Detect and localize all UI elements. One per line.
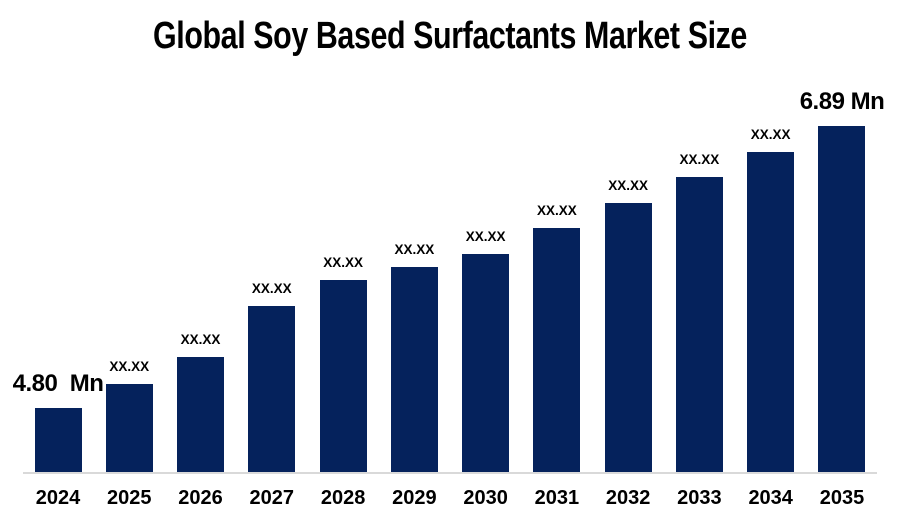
bar-2024	[34, 408, 82, 472]
x-axis-label: 2024	[35, 487, 81, 509]
bar-value-label: XX.XX	[465, 229, 506, 244]
bar-2027	[248, 306, 296, 472]
bar-2034	[747, 152, 795, 472]
bar-2025	[105, 384, 153, 472]
x-axis-label: 2031	[534, 487, 580, 509]
bar-2035	[818, 126, 866, 472]
bar-value-label: XX.XX	[180, 332, 221, 347]
x-axis-label: 2026	[178, 487, 223, 509]
x-axis-label: 2035	[819, 487, 865, 509]
bar-value-label: 6.89 Mn	[799, 88, 885, 115]
x-axis-label: 2034	[748, 487, 793, 509]
bar-2031	[533, 228, 581, 472]
bar-2026	[177, 357, 225, 472]
bar-value-label: XX.XX	[109, 359, 150, 374]
bar-value-label: XX.XX	[679, 152, 720, 167]
x-axis-label: 2033	[677, 487, 722, 509]
x-axis-label: 2027	[249, 487, 295, 509]
bar-2029	[390, 267, 438, 472]
x-axis-label: 2025	[107, 487, 152, 509]
bar-value-label: XX.XX	[536, 203, 577, 218]
bar-2032	[604, 203, 652, 472]
bar-value-label: XX.XX	[608, 178, 649, 193]
bar-value-label: 4.80 Mn	[12, 370, 104, 397]
x-axis-label: 2030	[463, 487, 508, 509]
x-axis-label: 2028	[320, 487, 366, 509]
bar-value-label: XX.XX	[394, 242, 435, 257]
bar-2033	[675, 177, 723, 472]
x-axis-label: 2032	[605, 487, 651, 509]
bar-value-label: XX.XX	[251, 281, 292, 296]
bar-value-label: XX.XX	[750, 127, 791, 142]
chart-title: Global Soy Based Surfactants Market Size	[153, 15, 747, 57]
bar-value-label: XX.XX	[323, 255, 363, 270]
bar-2028	[319, 280, 367, 472]
bar-2030	[462, 254, 510, 472]
x-axis-label: 2029	[392, 487, 437, 509]
x-axis-line	[23, 471, 877, 474]
